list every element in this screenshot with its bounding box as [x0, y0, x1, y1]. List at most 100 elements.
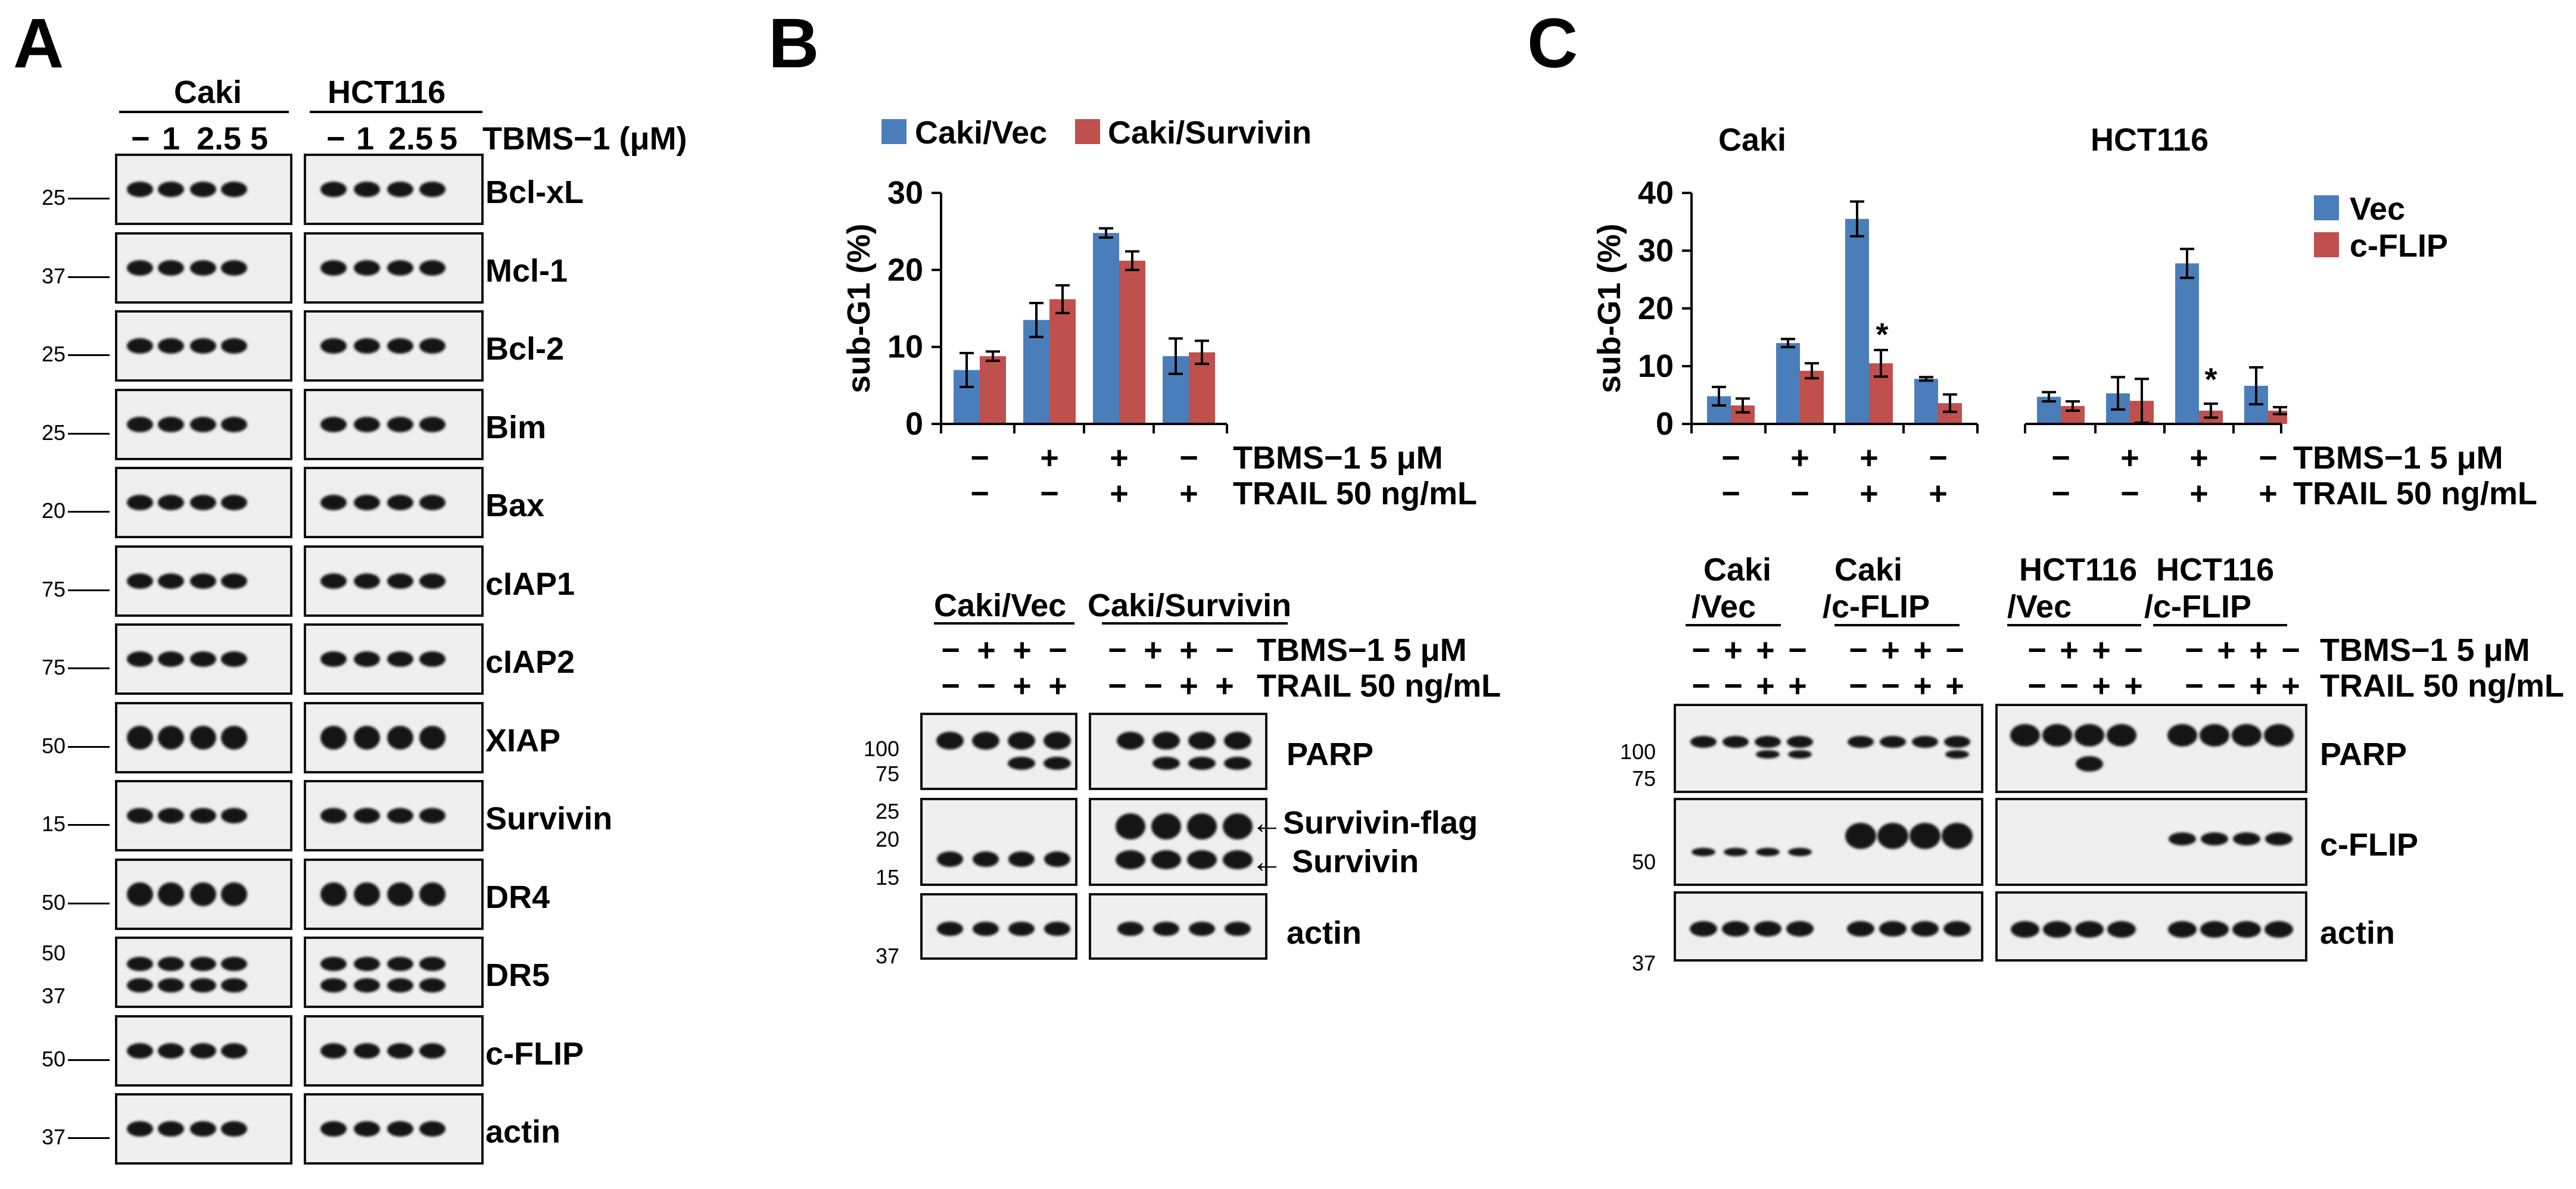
blot-c-group-underline-1 [1686, 624, 1781, 626]
blot-c-cflip-caki [1674, 798, 1983, 886]
legend-swatch-caki-survivin [1075, 119, 1100, 144]
treatment-sign: − [2051, 476, 2070, 511]
blot-a-hct116-xiap [304, 701, 484, 773]
band-a-ciap2-lane-1 [127, 651, 153, 667]
blot-b-survivin-survivin [1089, 798, 1267, 886]
treatment-sign: + [2189, 476, 2209, 511]
mw-tick-a [68, 589, 110, 591]
band-a-survivin-r-lane-2 [354, 808, 380, 823]
treatment-sign: + [1929, 476, 1948, 511]
band-c-cflip-over-lane-1 [1845, 823, 1876, 849]
band-a-bim-lane-2 [158, 416, 184, 432]
band-c-parp-r-lane-6 [2200, 724, 2229, 747]
band-a-dr4-lane-2 [158, 882, 184, 906]
blot-c-group-title-1: Caki [1703, 552, 1772, 588]
band-a-survivin-lane-1 [127, 808, 153, 823]
band-b-survivin-lane-2 [973, 851, 999, 867]
chart-b-svg: 0 10 20 30 sub-G1 (%) [841, 179, 1228, 442]
band-a-bim-r-lane-1 [320, 416, 347, 432]
treatment-sign: − [970, 440, 989, 476]
blot-c-sign: + [2217, 632, 2236, 668]
band-b-actin-lane-1 [937, 922, 963, 936]
band-a-dr5-lower-lane-1 [127, 978, 153, 993]
band-b-parp-lane-2 [972, 732, 999, 750]
band-c-parp-cleaved-lane-1 [1756, 750, 1780, 759]
protein-label-a-dr4: DR4 [485, 879, 550, 915]
panel-a-lane-3: 2.5 [197, 121, 242, 157]
blot-a-hct116-ciap2 [304, 623, 484, 695]
treatment-sign: + [1859, 476, 1879, 511]
blot-c-sign: − [2060, 668, 2079, 704]
bar-vec-7 [2175, 263, 2199, 424]
blot-c-sign: − [1849, 632, 1868, 668]
treatment-sign: − [1721, 440, 1740, 476]
blot-c-sign: − [2185, 668, 2204, 704]
band-c-parp-lane-8 [1944, 736, 1970, 748]
band-c-parp-lane-5 [1848, 736, 1874, 748]
band-a-survivin-r-lane-3 [387, 808, 413, 823]
band-a-bax-lane-3 [190, 495, 216, 510]
bar-c-flip-8 [2268, 410, 2287, 424]
mw-tick-a [68, 354, 110, 356]
blot-c-sign: + [2281, 668, 2300, 704]
band-c-actin-lane-6 [1879, 921, 1907, 937]
blot-b-sign: + [1048, 668, 1067, 704]
protein-label-b-actin: actin [1287, 915, 1362, 951]
legend-label-caki-vec: Caki/Vec [915, 115, 1048, 151]
band-a-dr4-lane-4 [221, 882, 247, 906]
panel-b-blot-group-survivin-underline [1102, 622, 1288, 625]
blot-b-treatment-label-1: TBMS−1 5 μM [1257, 632, 1467, 668]
blot-c-group-sub-2: /c-FLIP [1823, 589, 1930, 625]
mw-marker-a: 50 [41, 890, 66, 915]
blot-c-sign: − [1849, 668, 1868, 704]
protein-label-a-mcl-1: Mcl-1 [485, 252, 568, 289]
panel-a-lane-2: 1 [162, 121, 180, 157]
mw-marker-a: 25 [41, 420, 66, 445]
blot-c-group-title-3: HCT116 [2019, 552, 2138, 588]
band-a-bim-lane-1 [127, 416, 153, 432]
band-a-mcl-1-r-lane-2 [354, 260, 380, 276]
band-a-dr5-lower-lane-3 [190, 978, 216, 993]
bar-caki-vec-3 [1093, 233, 1119, 424]
band-a-dr5-lower-r-lane-1 [320, 978, 347, 993]
band-b-parp-cleaved-r-lane-2 [1188, 757, 1216, 770]
band-c-actin-lane-2 [1722, 921, 1749, 937]
blot-c-group-underline-4 [2153, 624, 2287, 626]
band-c-cflip-r-lane-2 [2201, 832, 2228, 845]
blot-a-caki-c-flip [115, 1015, 292, 1087]
band-b-survivin-flag-lane-1 [1116, 813, 1145, 840]
band-b-survivin-r-lane-3 [1187, 850, 1217, 869]
band-c-actin-r-lane-3 [2075, 921, 2104, 938]
band-c-cflip-lane-3 [1756, 848, 1780, 856]
band-a-bax-lane-4 [221, 495, 247, 510]
mw-marker-a: 20 [41, 498, 66, 523]
protein-label-c-cflip: c-FLIP [2320, 827, 2419, 863]
treatment-sign: − [1790, 476, 1809, 511]
band-a-c-flip-lane-1 [127, 1043, 153, 1059]
mw-marker-b: 15 [875, 865, 899, 890]
blot-c-sign: − [1692, 668, 1711, 704]
band-c-parp-lane-2 [1722, 736, 1749, 748]
band-a-ciap1-r-lane-2 [354, 573, 380, 589]
significance-marker-hct116: * [2204, 362, 2217, 398]
treatment-sign: + [1790, 440, 1809, 476]
band-a-bcl-2-lane-2 [158, 338, 184, 354]
y-tick-label: 0 [1656, 406, 1674, 442]
blot-b-sign: + [1013, 632, 1032, 668]
legend-swatch-c-flip [2314, 232, 2339, 257]
band-c-cflip-r-lane-1 [2169, 832, 2196, 845]
band-c-actin-lane-5 [1847, 921, 1874, 937]
band-a-mcl-1-lane-4 [221, 260, 247, 276]
protein-label-b-survivin-flag: ←Survivin-flag [1251, 805, 1478, 841]
band-c-cflip-lane-4 [1788, 848, 1812, 856]
blot-c-sign: − [1788, 632, 1807, 668]
mw-marker-b: 25 [875, 799, 899, 823]
mw-marker-a: 25 [41, 342, 66, 366]
blot-c-group-sub-1: /Vec [1692, 589, 1756, 625]
blot-c-sign: − [1945, 632, 1964, 668]
blot-b-sign: + [1144, 632, 1163, 668]
treatment-sign: − [2120, 476, 2139, 511]
band-a-bax-lane-2 [158, 495, 184, 510]
band-a-actin-r-lane-2 [354, 1121, 380, 1137]
blot-a-hct116-bcl-xl [304, 154, 484, 225]
